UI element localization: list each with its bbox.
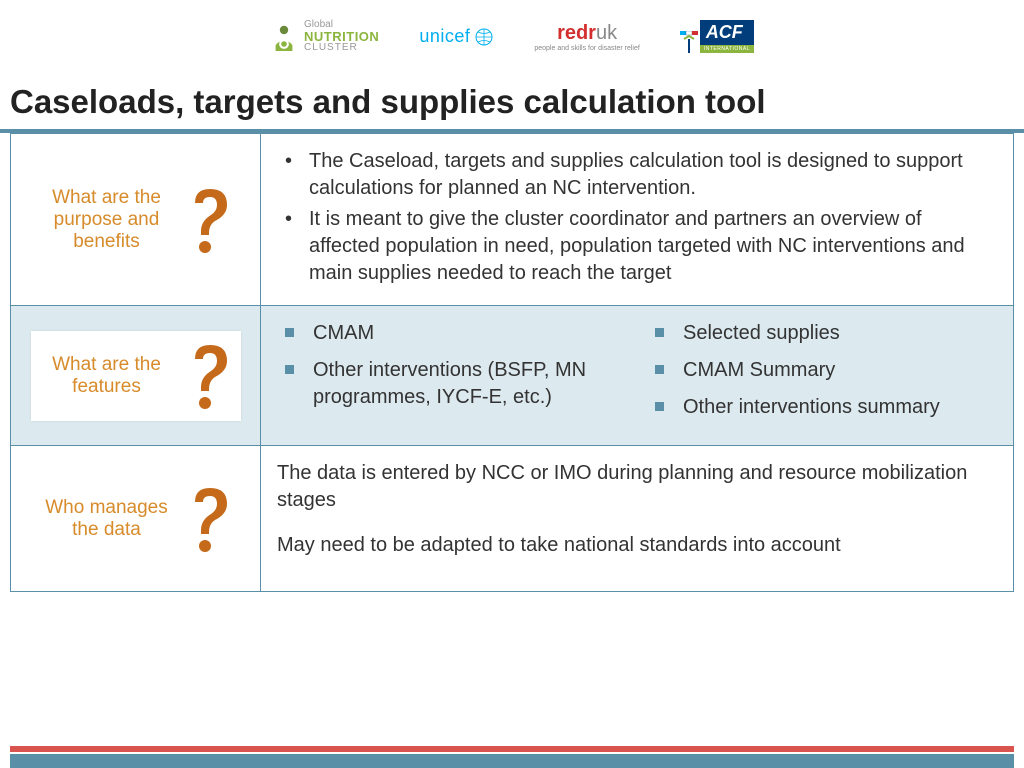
footer-bar-red xyxy=(10,746,1014,752)
content-data: The data is entered by NCC or IMO during… xyxy=(261,446,1014,592)
main-table: What are the purpose and benefits The Ca… xyxy=(10,133,1014,592)
acf-sub: INTERNATIONAL xyxy=(700,45,754,53)
acf-flag-icon xyxy=(680,31,698,53)
feature-a-2: Other interventions (BSFP, MN programmes… xyxy=(285,357,627,411)
logo-acf: ACF INTERNATIONAL xyxy=(680,20,754,53)
purpose-bullet-2: It is meant to give the cluster coordina… xyxy=(285,206,997,287)
gnc-icon xyxy=(270,23,298,51)
row-purpose: What are the purpose and benefits The Ca… xyxy=(11,134,1014,306)
data-p1: The data is entered by NCC or IMO during… xyxy=(277,460,997,514)
feature-b-2: CMAM Summary xyxy=(655,357,997,384)
logo-redr: redruk people and skills for disaster re… xyxy=(534,22,639,52)
unicef-text: unicef xyxy=(419,26,470,47)
label-features-text: What are the features xyxy=(37,354,177,398)
feature-a-1: CMAM xyxy=(285,320,627,347)
content-features: CMAM Other interventions (BSFP, MN progr… xyxy=(261,306,1014,446)
label-data: Who manages the data xyxy=(11,446,261,592)
page-title: Caseloads, targets and supplies calculat… xyxy=(0,63,1024,129)
feature-b-3: Other interventions summary xyxy=(655,394,997,421)
question-icon xyxy=(185,341,235,411)
label-features: What are the features xyxy=(11,306,261,446)
logo-bar: Global NUTRITION CLUSTER unicef redruk p… xyxy=(0,0,1024,63)
question-icon xyxy=(185,185,235,255)
label-data-text: Who manages the data xyxy=(37,497,177,541)
footer-bars xyxy=(0,746,1024,768)
row-features: What are the features CMAM Other interve… xyxy=(11,306,1014,446)
footer-bar-blue xyxy=(10,754,1014,768)
feature-b-1: Selected supplies xyxy=(655,320,997,347)
logo-unicef: unicef xyxy=(419,26,494,47)
row-data: Who manages the data The data is entered… xyxy=(11,446,1014,592)
logo-gnc: Global NUTRITION CLUSTER xyxy=(270,20,379,53)
label-purpose-text: What are the purpose and benefits xyxy=(37,187,177,253)
gnc-bot: CLUSTER xyxy=(304,43,379,53)
acf-text: ACF xyxy=(700,20,754,45)
redr-red: redr xyxy=(557,22,596,44)
content-purpose: The Caseload, targets and supplies calcu… xyxy=(261,134,1014,306)
unicef-globe-icon xyxy=(474,27,494,47)
data-p2: May need to be adapted to take national … xyxy=(277,532,997,559)
redr-sub: people and skills for disaster relief xyxy=(534,45,639,52)
purpose-bullet-1: The Caseload, targets and supplies calcu… xyxy=(285,148,997,202)
question-icon xyxy=(185,484,235,554)
label-purpose: What are the purpose and benefits xyxy=(11,134,261,306)
redr-grey: uk xyxy=(596,22,617,44)
